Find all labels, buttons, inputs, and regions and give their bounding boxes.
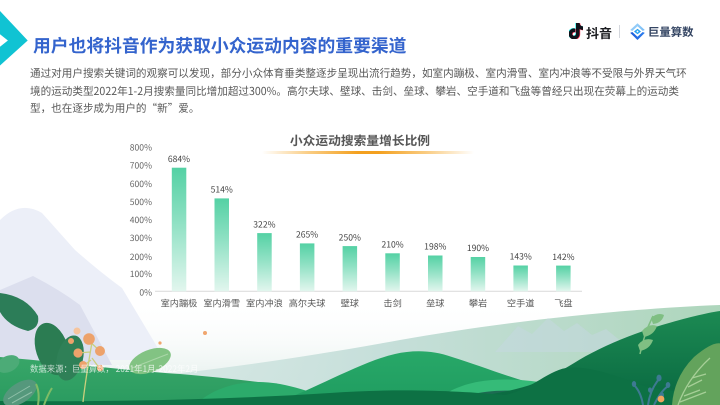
svg-text:击剑: 击剑 <box>383 296 401 310</box>
svg-text:142%: 142% <box>552 251 574 263</box>
svg-text:室内冲浪: 室内冲浪 <box>246 296 283 310</box>
svg-text:300%: 300% <box>130 232 152 244</box>
svg-text:500%: 500% <box>130 196 152 208</box>
svg-text:600%: 600% <box>130 178 152 190</box>
svg-text:200%: 200% <box>130 251 152 263</box>
svg-text:垒球: 垒球 <box>426 296 444 310</box>
svg-text:514%: 514% <box>211 184 233 196</box>
svg-text:700%: 700% <box>130 160 152 172</box>
svg-text:高尔夫球: 高尔夫球 <box>289 296 326 310</box>
svg-text:190%: 190% <box>467 242 489 254</box>
svg-text:322%: 322% <box>253 218 275 230</box>
svg-text:198%: 198% <box>424 241 446 253</box>
svg-text:空手道: 空手道 <box>507 296 535 310</box>
svg-text:210%: 210% <box>381 239 403 251</box>
svg-text:250%: 250% <box>339 231 361 243</box>
svg-text:100%: 100% <box>130 268 152 280</box>
svg-text:飞盘: 飞盘 <box>554 296 572 310</box>
svg-text:800%: 800% <box>130 142 152 154</box>
svg-text:265%: 265% <box>296 229 318 241</box>
svg-text:攀岩: 攀岩 <box>469 296 487 310</box>
svg-text:室内滑雪: 室内滑雪 <box>203 296 240 310</box>
svg-text:400%: 400% <box>130 214 152 226</box>
svg-text:143%: 143% <box>510 251 532 263</box>
svg-text:壁球: 壁球 <box>341 296 359 310</box>
svg-text:0%: 0% <box>139 286 152 298</box>
svg-text:684%: 684% <box>168 153 190 165</box>
svg-text:室内蹦极: 室内蹦极 <box>161 296 198 310</box>
